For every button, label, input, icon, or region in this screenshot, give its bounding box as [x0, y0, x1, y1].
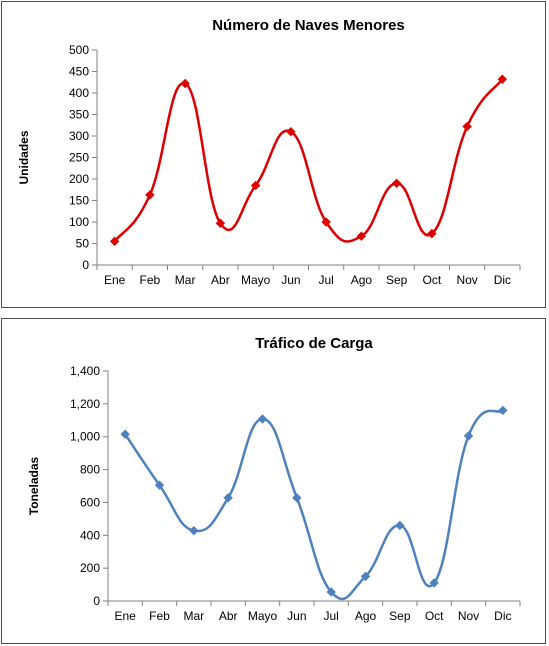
x-tick-label: Feb — [140, 273, 161, 287]
data-point-marker — [109, 236, 120, 247]
chart-naves-svg: Número de Naves Menores Unidades 0 50 100 150… — [17, 17, 521, 287]
y-tick-label: 250 — [69, 151, 89, 165]
y-tick-label: 1,000 — [70, 430, 100, 444]
y-tick-label: 500 — [69, 43, 89, 57]
x-tick-label: Jun — [281, 273, 300, 287]
x-tick-label: Nov — [458, 609, 479, 623]
y-tick-label: 400 — [80, 528, 100, 542]
chart-panel-naves: Número de Naves Menores Unidades 0 50 100 150… — [1, 1, 546, 308]
x-tick-label: Jul — [318, 273, 333, 287]
data-point-marker — [180, 78, 190, 89]
y-tick-label: 400 — [69, 86, 89, 100]
series-line — [124, 409, 504, 601]
x-tick-label: Ago — [351, 273, 373, 287]
data-point-marker — [145, 190, 155, 200]
x-tick-label: Jul — [323, 609, 338, 623]
data-point-marker — [154, 480, 165, 490]
y-tick-label: 450 — [69, 65, 89, 79]
data-point-marker — [257, 414, 268, 424]
y-tick-label: 1,400 — [70, 364, 100, 378]
x-tick-label: Oct — [423, 273, 442, 287]
x-tick-label: Mayo — [248, 609, 278, 623]
y-tick-label: 150 — [69, 194, 89, 208]
x-tick-label: Sep — [386, 273, 408, 287]
x-tick-label: Nov — [456, 273, 477, 287]
x-tick-label: Oct — [425, 609, 444, 623]
y-tick-label: 300 — [69, 129, 89, 143]
data-point-marker — [427, 228, 437, 239]
data-point-marker — [286, 126, 296, 137]
data-point-marker — [462, 121, 472, 132]
data-point-marker — [391, 178, 402, 189]
x-tick-label: Ago — [355, 609, 377, 623]
x-tick-label: Feb — [149, 609, 170, 623]
data-point-marker — [326, 587, 336, 597]
data-point-marker — [429, 578, 439, 588]
y-tick-label: 1,200 — [70, 397, 100, 411]
y-axis-label: Unidades — [17, 130, 31, 184]
x-tick-label: Ene — [114, 609, 136, 623]
x-tick-label: Sep — [389, 609, 411, 623]
chart-title: Número de Naves Menores — [212, 17, 405, 34]
data-point-marker — [223, 493, 233, 503]
y-tick-label: 200 — [80, 561, 100, 575]
x-tick-label: Dic — [494, 609, 511, 623]
data-point-marker — [189, 525, 199, 536]
y-tick-label: 600 — [80, 495, 100, 509]
y-tick-label: 800 — [80, 463, 100, 477]
x-tick-label: Dic — [494, 273, 511, 287]
x-tick-label: Mar — [183, 609, 204, 623]
x-tick-label: Jun — [287, 609, 306, 623]
y-tick-label: 350 — [69, 108, 89, 122]
series-line — [113, 78, 504, 243]
x-tick-label: Mayo — [241, 273, 271, 287]
chart-panel-carga: Tráfico de Carga Toneladas 0 200 400 600 800 1,… — [1, 318, 546, 644]
y-tick-label: 200 — [69, 172, 89, 186]
y-tick-label: 50 — [76, 237, 90, 251]
data-point-marker — [120, 429, 130, 439]
x-tick-label: Abr — [211, 273, 230, 287]
data-point-marker — [321, 217, 331, 227]
x-tick-label: Mar — [175, 273, 196, 287]
data-point-marker — [356, 231, 367, 241]
y-tick-label: 0 — [93, 594, 100, 608]
x-tick-label: Ene — [104, 273, 126, 287]
data-point-marker — [498, 405, 508, 416]
y-tick-label: 0 — [82, 258, 89, 272]
y-tick-label: 100 — [69, 215, 89, 229]
data-point-marker — [360, 571, 371, 582]
data-point-marker — [395, 520, 405, 531]
data-point-marker — [292, 493, 302, 503]
x-tick-label: Abr — [219, 609, 238, 623]
chart-carga-svg: Tráfico de Carga Toneladas 0 200 400 600 800 1,… — [27, 335, 521, 623]
data-point-marker — [463, 431, 474, 441]
data-point-marker — [497, 74, 508, 84]
chart-title: Tráfico de Carga — [255, 335, 373, 352]
data-point-marker — [250, 180, 261, 191]
data-point-marker — [215, 218, 226, 228]
y-axis-label: Toneladas — [27, 456, 41, 515]
